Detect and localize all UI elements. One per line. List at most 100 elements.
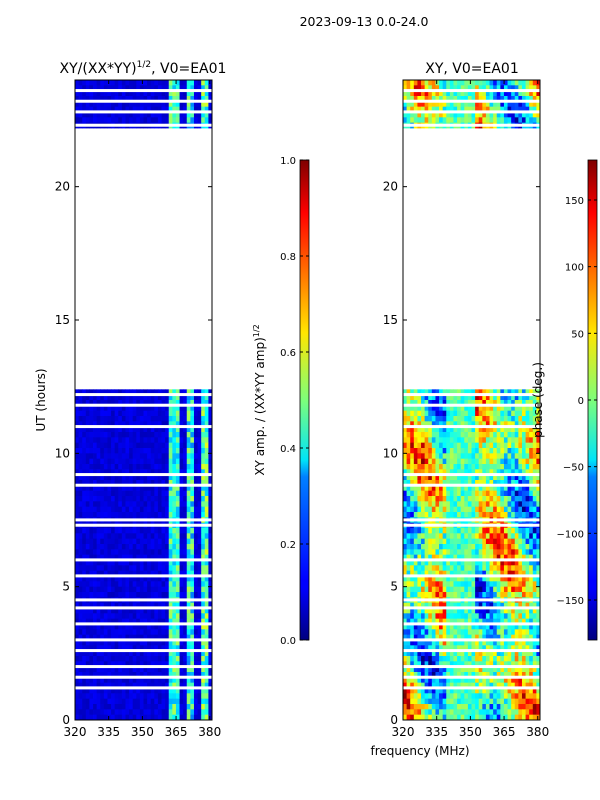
heatmap-cell — [457, 549, 462, 556]
heatmap-cell — [89, 677, 94, 684]
heatmap-cell — [150, 666, 155, 673]
heatmap-cell — [421, 629, 426, 636]
heatmap-cell — [107, 394, 112, 401]
heatmap-cell — [503, 501, 508, 508]
heatmap-cell — [78, 533, 83, 540]
heatmap-cell — [403, 576, 408, 582]
heatmap-cell — [85, 640, 90, 646]
heatmap-cell — [403, 549, 408, 556]
heatmap-cell — [114, 394, 119, 401]
heatmap-cell — [446, 490, 451, 497]
heatmap-cell — [496, 453, 501, 460]
heatmap-cell — [190, 90, 195, 97]
heatmap-cell — [208, 613, 213, 620]
heatmap-cell — [179, 629, 184, 636]
heatmap-cell — [403, 469, 408, 476]
heatmap-cell — [139, 410, 144, 417]
heatmap-cell — [532, 613, 537, 620]
heatmap-cell — [82, 501, 87, 508]
right-plot-area[interactable] — [403, 80, 541, 721]
heatmap-cell — [78, 85, 83, 92]
heatmap-cell — [132, 490, 137, 497]
heatmap-cell — [190, 480, 195, 486]
heatmap-cell — [507, 490, 512, 497]
heatmap-cell — [186, 608, 191, 614]
heatmap-cell — [435, 608, 440, 614]
heatmap-cell — [521, 586, 526, 593]
heatmap-cell — [150, 101, 155, 108]
heatmap-cell — [96, 602, 101, 609]
heatmap-cell — [168, 426, 173, 433]
heatmap-cell — [172, 698, 177, 705]
heatmap-cell — [446, 565, 451, 572]
heatmap-cell — [114, 634, 119, 641]
heatmap-cell — [103, 549, 108, 556]
heatmap-cell — [507, 416, 512, 422]
heatmap-cell — [111, 410, 116, 417]
heatmap-cell — [204, 528, 209, 534]
heatmap-cell — [168, 688, 173, 694]
heatmap-cell — [125, 570, 130, 577]
heatmap-cell — [103, 634, 108, 641]
heatmap-cell — [89, 469, 94, 476]
heatmap-cell — [453, 618, 458, 625]
heatmap-cell — [78, 650, 83, 657]
heatmap-cell — [125, 672, 130, 678]
heatmap-cell — [514, 85, 519, 92]
heatmap-cell — [93, 96, 98, 102]
heatmap-cell — [467, 416, 472, 422]
heatmap-cell — [475, 416, 480, 422]
heatmap-cell — [204, 410, 209, 417]
heatmap-cell — [442, 464, 447, 470]
heatmap-cell — [529, 117, 534, 124]
heatmap-cell — [125, 501, 130, 508]
heatmap-cell — [197, 682, 202, 689]
heatmap-cell — [100, 693, 105, 700]
heatmap-cell — [503, 442, 508, 449]
heatmap-cell — [139, 426, 144, 433]
heatmap-cell — [103, 112, 108, 118]
heatmap-cell — [511, 533, 516, 540]
heatmap-cell — [85, 704, 90, 710]
heatmap-cell — [457, 629, 462, 636]
heatmap-cell — [529, 533, 534, 540]
heatmap-cell — [482, 506, 487, 513]
heatmap-cell — [464, 586, 469, 593]
heatmap-cell — [511, 544, 516, 550]
heatmap-cell — [154, 410, 159, 417]
heatmap-cell — [431, 560, 436, 566]
heatmap-cell — [457, 117, 462, 124]
heatmap-cell — [197, 698, 202, 705]
heatmap-cell — [403, 106, 408, 113]
heatmap-cell — [428, 576, 433, 582]
heatmap-cell — [413, 512, 418, 518]
heatmap-cell — [147, 437, 152, 444]
heatmap-cell — [460, 480, 465, 486]
heatmap-cell — [78, 469, 83, 476]
heatmap-cell — [172, 90, 177, 97]
heatmap-cell — [121, 112, 126, 118]
heatmap-cell — [75, 389, 80, 396]
heatmap-cell — [121, 464, 126, 470]
heatmap-cell — [518, 453, 523, 460]
heatmap-cell — [410, 394, 415, 401]
heatmap-cell — [521, 96, 526, 102]
heatmap-cell — [532, 629, 537, 636]
left-plot-area[interactable] — [75, 80, 213, 721]
heatmap-cell — [75, 90, 80, 97]
heatmap-cell — [132, 106, 137, 113]
heatmap-cell — [496, 533, 501, 540]
heatmap-cell — [136, 581, 141, 588]
heatmap-cell — [201, 96, 206, 102]
heatmap-cell — [96, 416, 101, 422]
heatmap-cell — [190, 80, 195, 86]
heatmap-cell — [154, 453, 159, 460]
heatmap-cell — [197, 90, 202, 97]
heatmap-cell — [475, 586, 480, 593]
heatmap-cell — [103, 442, 108, 449]
heatmap-cell — [111, 394, 116, 401]
heatmap-cell — [500, 490, 505, 497]
heatmap-cell — [75, 512, 80, 518]
heatmap-cell — [514, 533, 519, 540]
heatmap-cell — [514, 560, 519, 566]
